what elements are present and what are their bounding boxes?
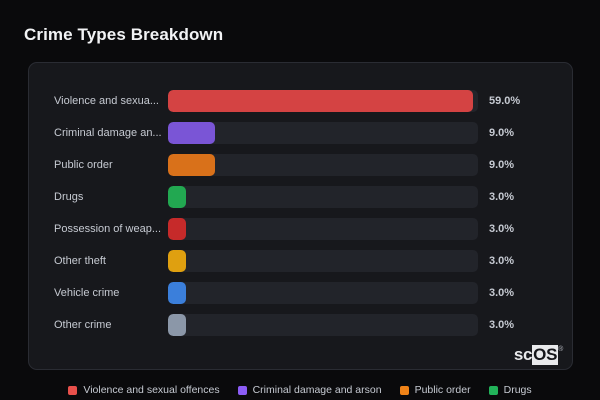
bar-chart-row[interactable]: Other theft 3.0%: [29, 245, 572, 277]
legend-swatch-icon: [237, 385, 247, 395]
bar-row-label: Vehicle crime: [54, 287, 120, 299]
bar-chart-row[interactable]: Criminal damage an... 9.0%: [29, 117, 572, 149]
bar-row-value: 3.0%: [489, 319, 515, 331]
registered-mark-icon: ®: [558, 346, 563, 353]
bar-track: [168, 218, 478, 240]
bar-fill: [168, 282, 186, 304]
bar-chart-row[interactable]: Vehicle crime 3.0%: [29, 277, 572, 309]
legend-item[interactable]: Public order: [399, 384, 471, 396]
bar-row-label: Drugs: [54, 191, 84, 203]
bar-row-label: Other theft: [54, 255, 106, 267]
bar-row-value: 3.0%: [489, 223, 515, 235]
bar-fill: [168, 122, 215, 144]
watermark-highlight: OS: [532, 345, 559, 365]
legend-label: Public order: [414, 384, 471, 396]
legend-swatch-icon: [488, 385, 498, 395]
legend-label: Violence and sexual offences: [83, 384, 220, 396]
legend-item[interactable]: Criminal damage and arson: [237, 384, 382, 396]
bar-fill: [168, 154, 215, 176]
watermark-prefix: sc: [513, 345, 533, 364]
bar-row-value: 3.0%: [489, 255, 515, 267]
bar-row-label: Public order: [54, 159, 113, 171]
bar-chart-row[interactable]: Public order 9.0%: [29, 149, 572, 181]
scos-watermark: sc OS ®: [514, 345, 563, 365]
bar-fill: [168, 218, 186, 240]
legend-item[interactable]: Violence and sexual offences: [68, 384, 220, 396]
bar-track: [168, 122, 478, 144]
bar-row-value: 3.0%: [489, 287, 515, 299]
bar-fill: [168, 250, 186, 272]
bar-row-value: 9.0%: [489, 127, 515, 139]
page-title: Crime Types Breakdown: [24, 25, 224, 44]
bar-track: [168, 282, 478, 304]
bar-track: [168, 186, 478, 208]
bar-row-label: Possession of weap...: [54, 223, 162, 235]
chart-legend: Violence and sexual offences Criminal dam…: [0, 384, 600, 396]
bar-chart-row[interactable]: Drugs 3.0%: [29, 181, 572, 213]
bar-row-value: 9.0%: [489, 159, 515, 171]
bar-fill: [168, 90, 473, 112]
bar-chart-row[interactable]: Possession of weap... 3.0%: [29, 213, 572, 245]
bar-row-label: Criminal damage an...: [54, 127, 162, 139]
bar-track: [168, 154, 478, 176]
bar-chart-rows: Violence and sexua... 59.0% Criminal damag…: [29, 63, 572, 341]
legend-label: Criminal damage and arson: [252, 384, 382, 396]
bar-track: [168, 250, 478, 272]
bar-chart-row[interactable]: Violence and sexua... 59.0%: [29, 85, 572, 117]
legend-label: Drugs: [503, 384, 532, 396]
chart-card: Violence and sexua... 59.0% Criminal damag…: [28, 62, 573, 370]
bar-fill: [168, 186, 186, 208]
legend-item[interactable]: Drugs: [488, 384, 532, 396]
legend-swatch-icon: [68, 385, 78, 395]
bar-chart-row[interactable]: Other crime 3.0%: [29, 309, 572, 341]
bar-row-label: Other crime: [54, 319, 112, 331]
bar-track: [168, 314, 478, 336]
bar-row-label: Violence and sexua...: [54, 95, 159, 107]
legend-swatch-icon: [399, 385, 409, 395]
bar-row-value: 3.0%: [489, 191, 515, 203]
bar-row-value: 59.0%: [489, 95, 521, 107]
bar-fill: [168, 314, 186, 336]
bar-track: [168, 90, 478, 112]
